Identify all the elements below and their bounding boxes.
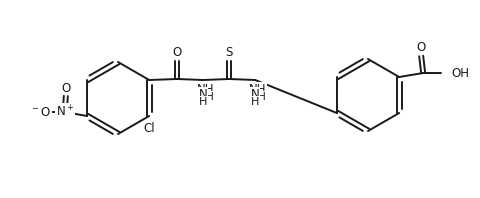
- Text: H: H: [258, 92, 266, 102]
- Text: OH: OH: [451, 67, 469, 80]
- Text: NH: NH: [196, 83, 214, 95]
- Text: O: O: [172, 46, 182, 58]
- Text: O: O: [61, 82, 71, 94]
- Text: H: H: [199, 97, 207, 107]
- Text: O: O: [417, 41, 426, 53]
- Text: N: N: [199, 88, 207, 101]
- Text: NH: NH: [249, 83, 266, 95]
- Text: N$^+$: N$^+$: [56, 104, 74, 120]
- Text: H: H: [251, 97, 259, 107]
- Text: $^-$O: $^-$O: [30, 106, 51, 118]
- Text: S: S: [226, 46, 233, 58]
- Text: Cl: Cl: [144, 122, 155, 134]
- Text: N: N: [251, 88, 260, 101]
- Text: H: H: [206, 92, 214, 102]
